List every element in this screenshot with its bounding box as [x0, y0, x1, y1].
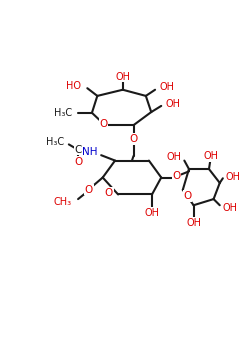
Text: CH₃: CH₃ — [54, 197, 72, 207]
Text: HO: HO — [66, 81, 81, 91]
Text: OH: OH — [186, 218, 201, 228]
Text: O: O — [85, 185, 93, 195]
Text: OH: OH — [165, 99, 180, 109]
Text: OH: OH — [144, 208, 160, 218]
Text: OH: OH — [115, 72, 130, 82]
Text: O: O — [99, 119, 108, 128]
Text: OH: OH — [166, 153, 181, 162]
Text: O: O — [74, 157, 82, 167]
Text: OH: OH — [160, 83, 175, 92]
Text: NH: NH — [82, 147, 97, 157]
Text: O: O — [172, 171, 181, 181]
Text: H₃C: H₃C — [54, 108, 72, 118]
Text: O: O — [105, 188, 113, 198]
Text: O: O — [183, 191, 192, 201]
Text: OH: OH — [226, 172, 241, 182]
Text: C: C — [74, 145, 82, 155]
Text: OH: OH — [204, 151, 219, 161]
Text: OH: OH — [223, 203, 238, 213]
Text: H₃C: H₃C — [46, 137, 64, 147]
Text: O: O — [130, 134, 138, 144]
